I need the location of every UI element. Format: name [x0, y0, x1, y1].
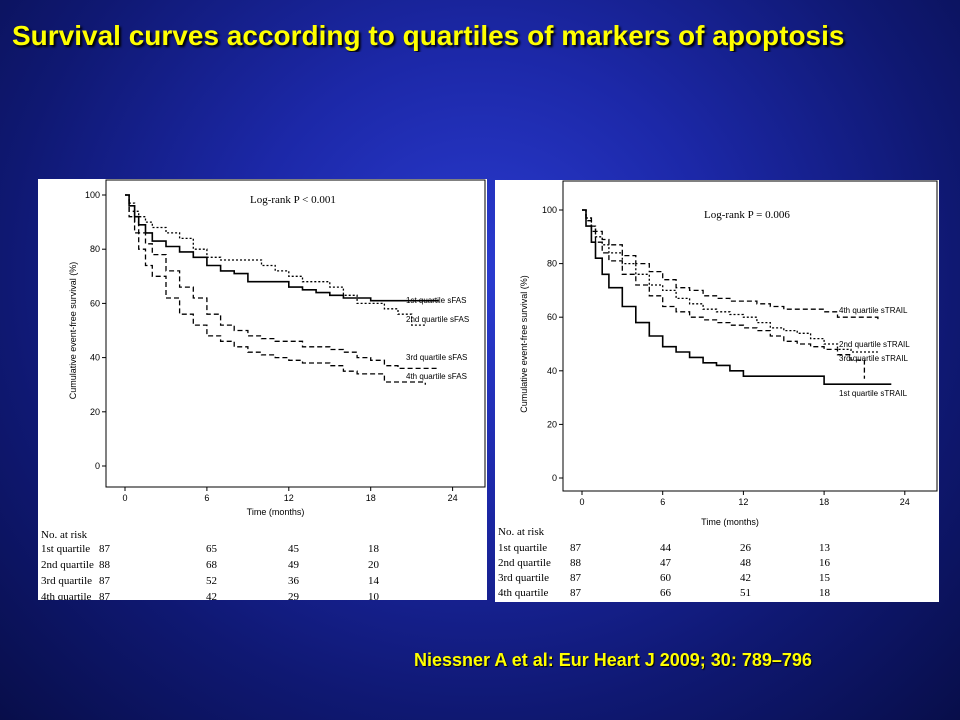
risk-value: 36: [288, 575, 300, 587]
x-tick-label: 12: [738, 497, 748, 507]
y-tick-label: 20: [90, 407, 100, 417]
x-tick-label: 6: [660, 497, 665, 507]
series-line-2: [582, 209, 878, 353]
series-line-1: [125, 194, 439, 302]
risk-value: 10: [368, 591, 380, 600]
risk-value: 26: [740, 542, 752, 554]
risk-value: 87: [99, 591, 111, 600]
risk-row-label: 4th quartile: [41, 591, 92, 600]
risk-value: 51: [740, 587, 751, 599]
risk-value: 48: [740, 557, 752, 569]
risk-value: 29: [288, 591, 300, 600]
x-tick-label: 12: [284, 493, 294, 503]
y-axis-label: Cumulative event-free survival (%): [519, 275, 529, 413]
y-tick-label: 40: [547, 366, 557, 376]
series-label: 4th quartile sFAS: [406, 372, 467, 381]
y-tick-label: 100: [85, 190, 100, 200]
log-rank-annotation: Log-rank P = 0.006: [704, 209, 790, 221]
y-tick-label: 100: [542, 205, 557, 215]
risk-value: 18: [368, 543, 380, 555]
x-axis-label: Time (months): [701, 517, 759, 527]
y-axis-label: Cumulative event-free survival (%): [68, 262, 78, 400]
risk-value: 68: [206, 559, 218, 571]
series-line-4: [582, 209, 892, 385]
series-line-3: [582, 209, 866, 379]
risk-row-label: 2nd quartile: [498, 557, 551, 569]
survival-chart-sfas: 0 20 40 60 80 100 0 6 12 18 24 Time (months) Cumulat…: [41, 179, 486, 600]
series-line-1: [582, 209, 879, 320]
series-label: 2nd quartile sFAS: [406, 315, 469, 324]
y-tick-label: 60: [547, 312, 557, 322]
y-tick-label: 20: [547, 419, 557, 429]
risk-table-header: No. at risk: [498, 526, 545, 538]
y-tick-label: 0: [95, 461, 100, 471]
risk-value: 42: [206, 591, 217, 600]
series-line-4: [125, 194, 426, 385]
risk-row-label: 1st quartile: [41, 543, 90, 555]
risk-row-label: 2nd quartile: [41, 559, 94, 571]
risk-value: 18: [819, 587, 831, 599]
slide-title: Survival curves according to quartiles o…: [12, 20, 845, 51]
y-tick-label: 40: [90, 353, 100, 363]
risk-value: 87: [570, 542, 582, 554]
chart-panel-sfas: 0 20 40 60 80 100 0 6 12 18 24 Time (months) Cumulat…: [38, 179, 487, 600]
risk-value: 87: [570, 587, 582, 599]
risk-row-label: 4th quartile: [498, 587, 549, 599]
risk-value: 87: [99, 543, 111, 555]
x-tick-label: 18: [366, 493, 376, 503]
y-tick-label: 0: [552, 473, 557, 483]
series-label: 1st quartile sFAS: [406, 296, 466, 305]
x-tick-label: 0: [579, 497, 584, 507]
plot-frame: [105, 179, 486, 488]
x-tick-label: 24: [900, 497, 910, 507]
risk-value: 88: [570, 557, 582, 569]
risk-value: 13: [819, 542, 831, 554]
y-tick-label: 80: [547, 259, 557, 269]
risk-value: 52: [206, 575, 217, 587]
risk-value: 14: [368, 575, 380, 587]
risk-value: 66: [660, 587, 672, 599]
risk-value: 60: [660, 572, 672, 584]
risk-value: 87: [570, 572, 582, 584]
risk-table-header: No. at risk: [41, 529, 88, 541]
series-label: 1st quartile sTRAIL: [839, 389, 908, 398]
plot-frame: [562, 180, 938, 492]
y-tick-label: 80: [90, 244, 100, 254]
risk-value: 47: [660, 557, 672, 569]
risk-value: 49: [288, 559, 300, 571]
series-line-2: [125, 194, 426, 326]
risk-value: 88: [99, 559, 111, 571]
x-tick-label: 24: [448, 493, 458, 503]
risk-value: 44: [660, 542, 672, 554]
risk-value: 65: [206, 543, 218, 555]
series-label: 4th quartile sTRAIL: [839, 306, 908, 315]
risk-value: 15: [819, 572, 831, 584]
x-tick-label: 6: [204, 493, 209, 503]
risk-value: 20: [368, 559, 380, 571]
risk-value: 45: [288, 543, 300, 555]
risk-row-label: 3rd quartile: [498, 572, 549, 584]
series-label: 2nd quartile sTRAIL: [839, 340, 910, 349]
chart-panel-strail: 0 20 40 60 80 100 0 6 12 18 24 Time (months) Cumulat…: [495, 180, 939, 602]
risk-value: 42: [740, 572, 751, 584]
survival-chart-strail: 0 20 40 60 80 100 0 6 12 18 24 Time (months) Cumulat…: [498, 180, 938, 599]
log-rank-annotation: Log-rank P < 0.001: [250, 194, 336, 206]
citation: Niessner A et al: Eur Heart J 2009; 30: …: [414, 650, 812, 670]
x-axis-label: Time (months): [247, 507, 305, 517]
y-tick-label: 60: [90, 298, 100, 308]
series-label: 3rd quartile sFAS: [406, 353, 467, 362]
risk-row-label: 1st quartile: [498, 542, 547, 554]
risk-value: 16: [819, 557, 831, 569]
risk-row-label: 3rd quartile: [41, 575, 92, 587]
risk-value: 87: [99, 575, 111, 587]
x-tick-label: 18: [819, 497, 829, 507]
series-label: 3rd quartile sTRAIL: [839, 354, 908, 363]
x-tick-label: 0: [122, 493, 127, 503]
series-line-3: [125, 194, 439, 370]
